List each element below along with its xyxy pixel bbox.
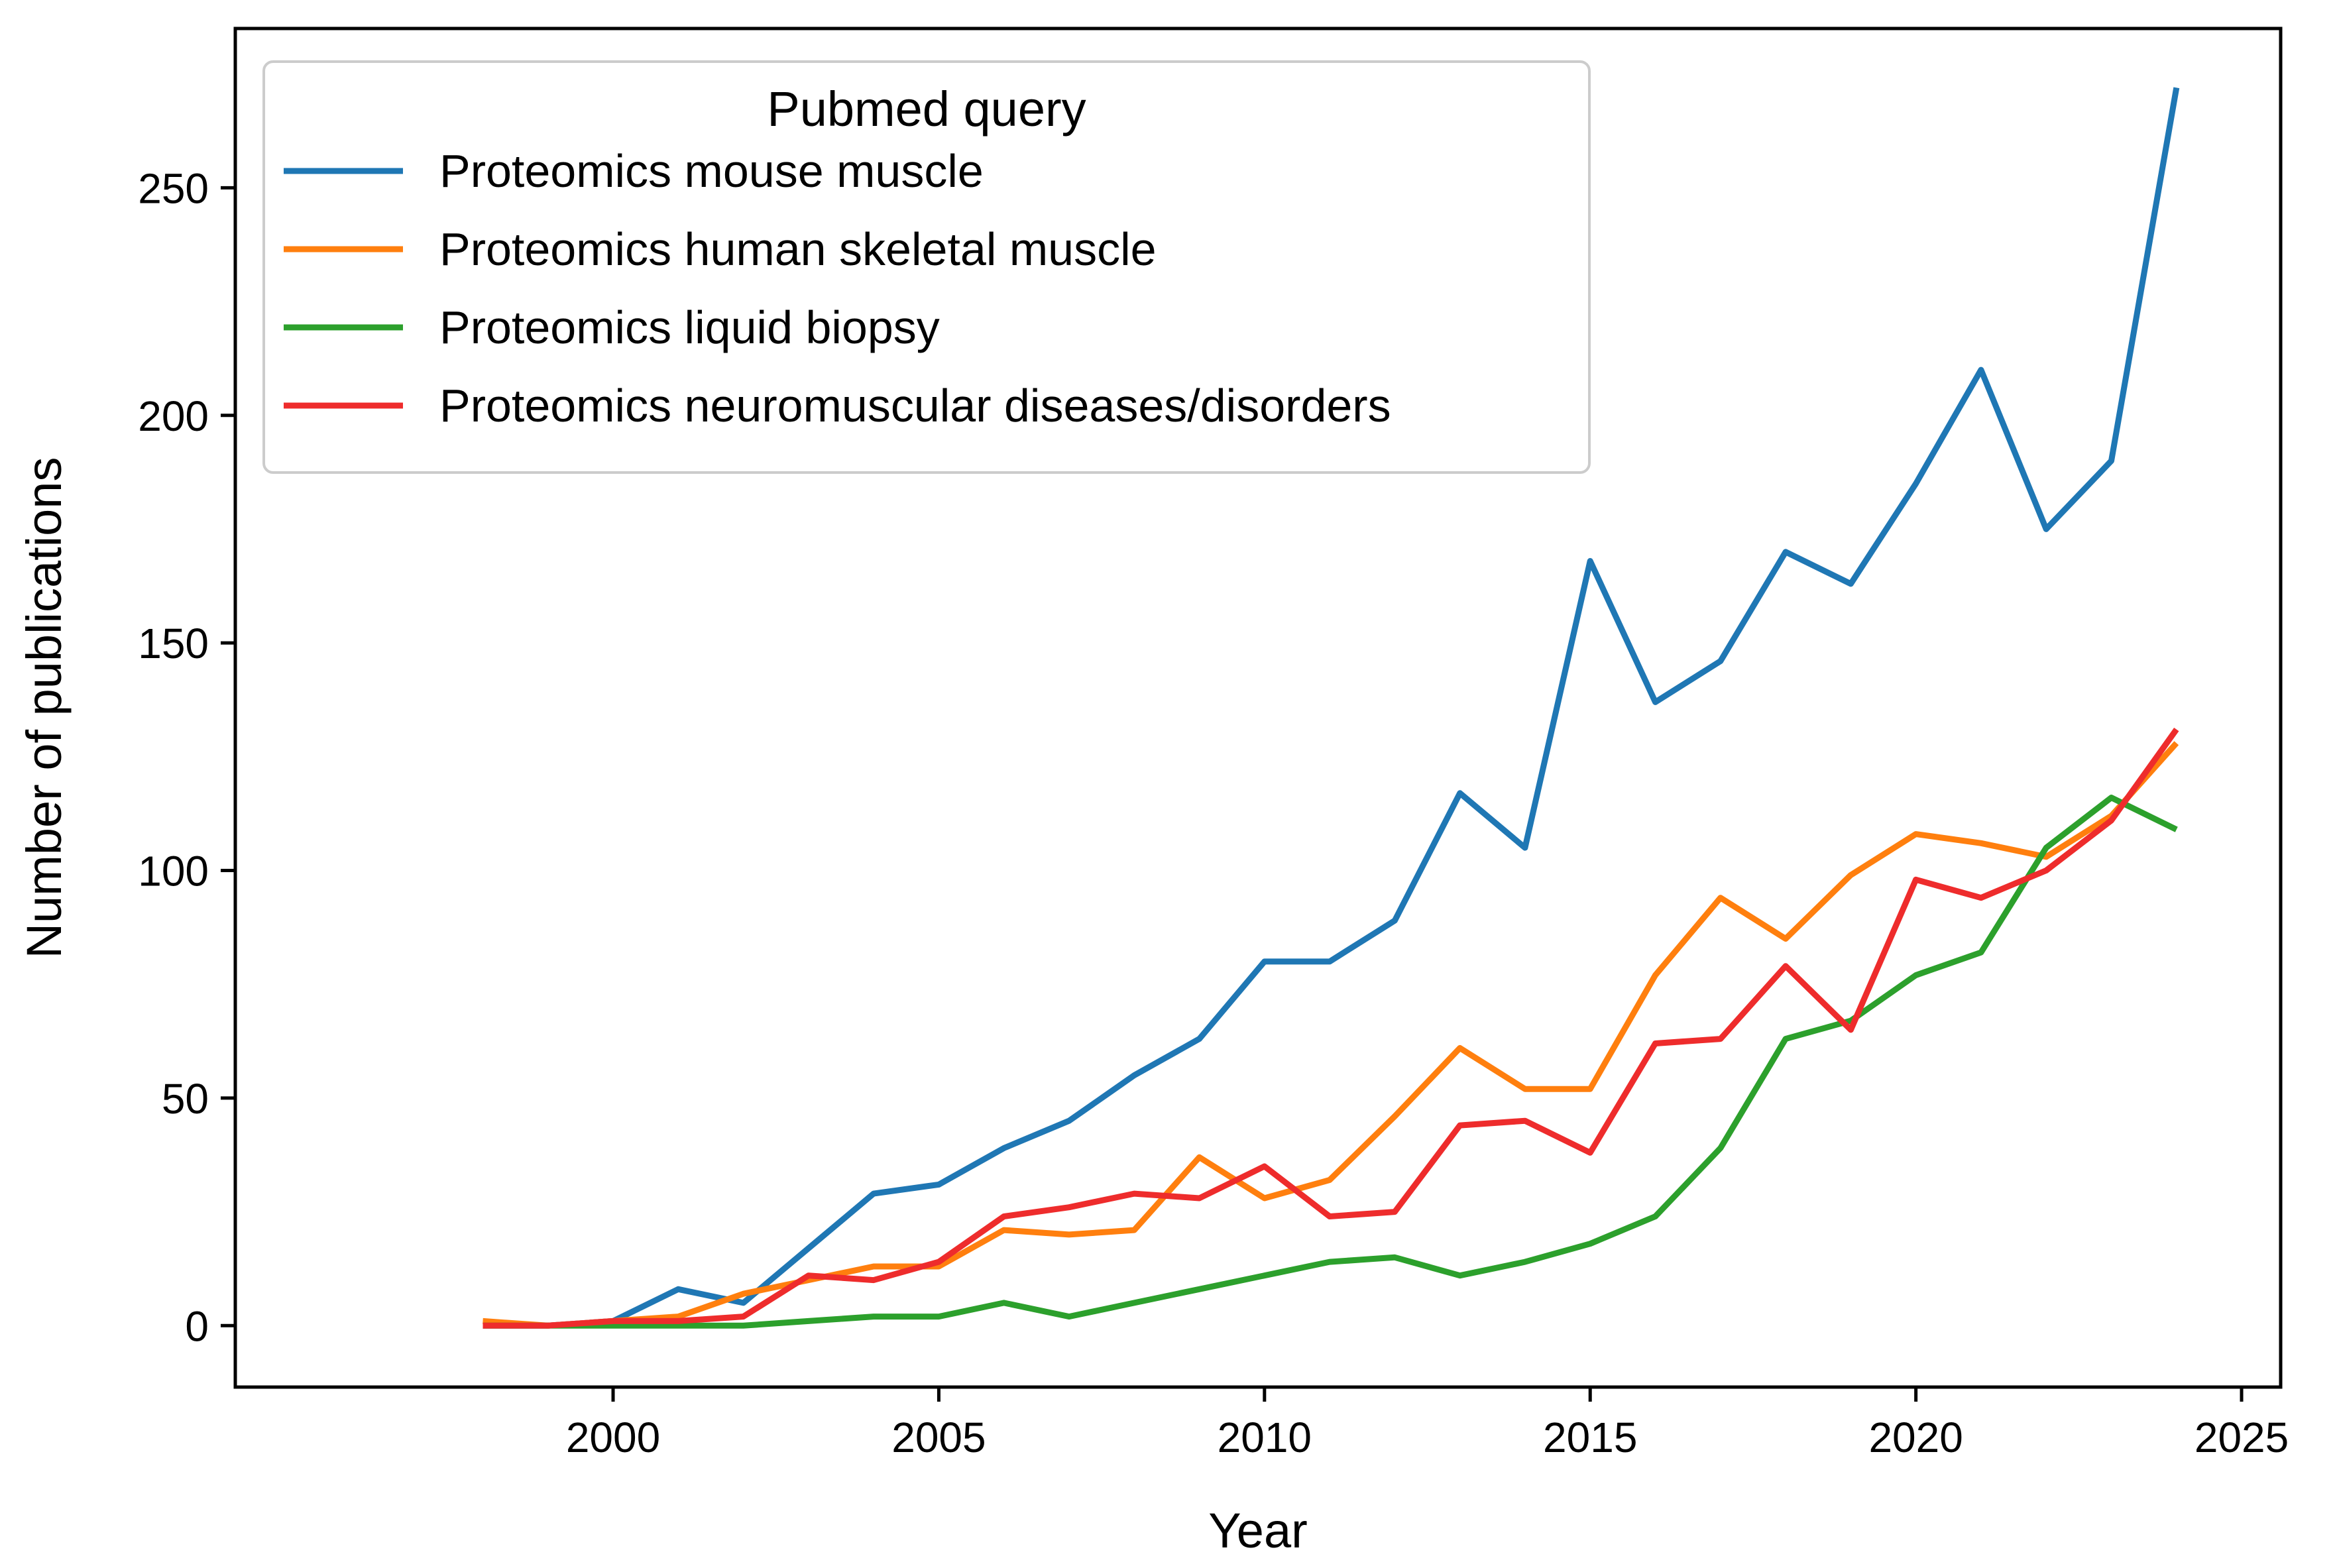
- y-tick-label: 0: [185, 1302, 209, 1350]
- series-line-proteomics-neuromuscular-diseases-disorders: [483, 727, 2179, 1329]
- legend-label: Proteomics mouse muscle: [439, 145, 984, 197]
- x-tick-label: 2005: [891, 1414, 986, 1461]
- y-tick-label: 200: [138, 392, 209, 440]
- legend-label: Proteomics liquid biopsy: [439, 302, 940, 353]
- y-tick-label: 250: [138, 164, 209, 212]
- x-tick-label: 2020: [1868, 1414, 1963, 1461]
- x-tick-label: 2025: [2194, 1414, 2289, 1461]
- legend-box: [262, 60, 1591, 474]
- legend-title: Pubmed query: [767, 82, 1086, 137]
- legend: Pubmed query Proteomics mouse muscleProt…: [262, 60, 1591, 474]
- y-tick-label: 100: [138, 848, 209, 895]
- x-tick-label: 2010: [1218, 1414, 1312, 1461]
- x-axis-title: Year: [1208, 1503, 1308, 1558]
- y-tick-label: 150: [138, 620, 209, 667]
- x-tick-label: 2015: [1543, 1414, 1637, 1461]
- series-line-proteomics-human-skeletal-muscle: [483, 741, 2179, 1329]
- y-tick-label: 50: [162, 1075, 209, 1123]
- legend-label: Proteomics human skeletal muscle: [439, 223, 1157, 275]
- x-axis: 2000 2005 2010 2015 2020 2025: [566, 1387, 2289, 1461]
- x-tick-label: 2000: [566, 1414, 660, 1461]
- series-layer: [483, 87, 2180, 1329]
- series-line-proteomics-liquid-biopsy: [483, 795, 2178, 1329]
- legend-items: Proteomics mouse muscle Proteomics human …: [284, 145, 1391, 431]
- plot-frame: [233, 27, 2283, 1389]
- y-axis: 0 50 100 150 200 250: [138, 164, 235, 1350]
- legend-label: Proteomics neuromuscular diseases/disord…: [439, 380, 1391, 431]
- y-axis-title: Number of publications: [17, 457, 72, 959]
- series-line-proteomics-mouse-muscle: [483, 87, 2180, 1329]
